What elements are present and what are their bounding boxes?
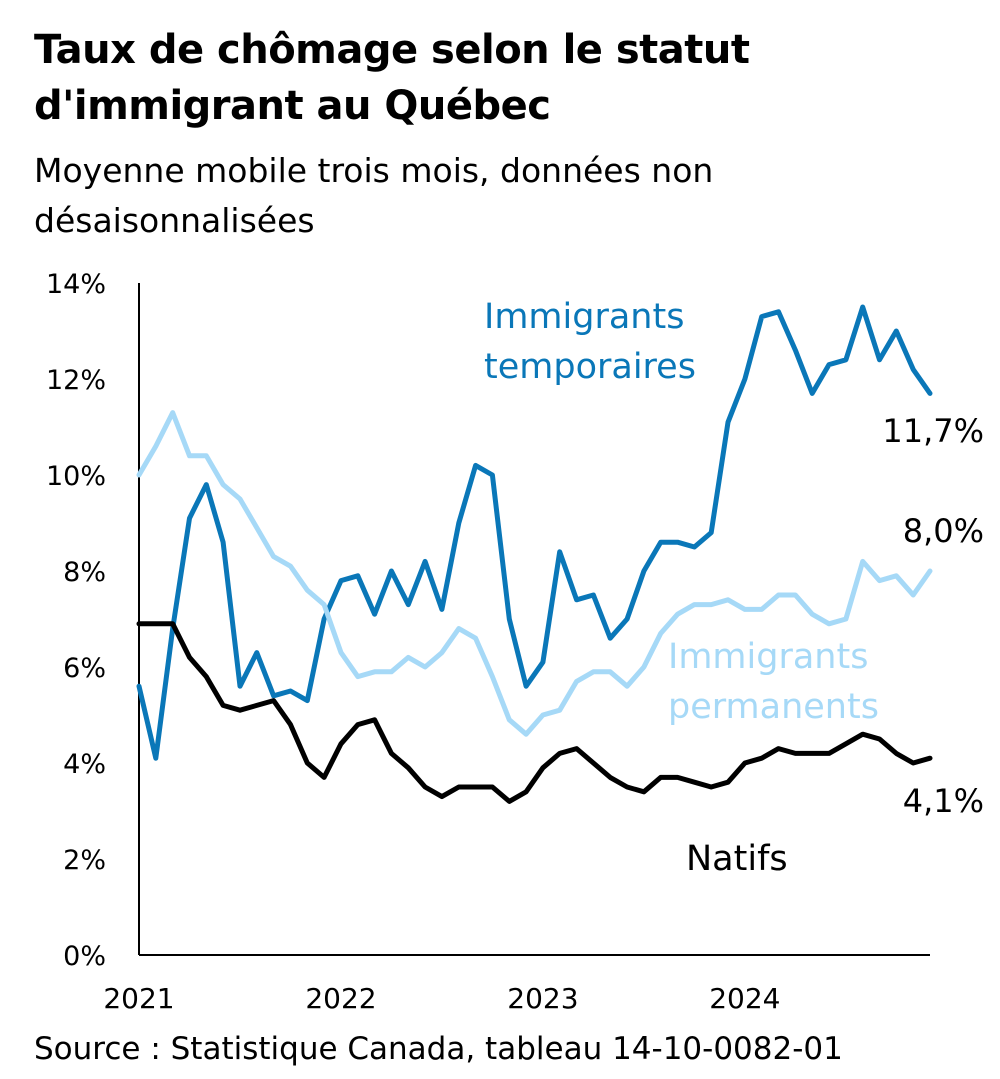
x-tick-label: 2022: [305, 982, 376, 1015]
label-temporaires-2: temporaires: [484, 347, 696, 387]
x-tick-label: 2021: [103, 982, 174, 1015]
label-permanents-2: permanents: [668, 687, 879, 727]
end-label-permanents: 8,0%: [903, 512, 984, 550]
end-label-temporaires: 11,7%: [882, 412, 984, 450]
title-line-2: d'immigrant au Québec: [34, 83, 551, 129]
x-tick-label: 2024: [709, 982, 780, 1015]
y-tick-label: 14%: [46, 269, 106, 300]
y-tick-label: 8%: [63, 557, 106, 588]
label-temporaires-1: Immigrants: [484, 297, 684, 337]
label-permanents-1: Immigrants: [668, 637, 868, 677]
series-line-permanents: [136, 410, 933, 737]
y-tick-label: 12%: [46, 365, 106, 396]
end-label-natifs: 4,1%: [903, 782, 984, 820]
title-line-1: Taux de chômage selon le statut: [34, 27, 750, 73]
series-line-natifs: [136, 621, 933, 804]
series-lines: [136, 304, 933, 804]
y-tick-label: 0%: [63, 941, 106, 972]
x-tick-label: 2023: [507, 982, 578, 1015]
series-line-temporaires: [136, 304, 933, 761]
y-tick-label: 4%: [63, 749, 106, 780]
chart-subtitle: Moyenne mobile trois mois, données non d…: [34, 146, 974, 246]
y-tick-label: 6%: [63, 653, 106, 684]
y-tick-label: 10%: [46, 461, 106, 492]
label-natifs: Natifs: [686, 839, 788, 879]
subtitle-line-1: Moyenne mobile trois mois, données non: [34, 151, 714, 190]
x-axis-ticks: 2021 2022 2023 2024: [103, 982, 780, 1015]
y-tick-label: 2%: [63, 845, 106, 876]
y-axis-ticks: 0% 2% 4% 6% 8% 10% 12% 14%: [46, 269, 106, 972]
chart-title: Taux de chômage selon le statut d'immigr…: [34, 22, 974, 134]
source-note: Source : Statistique Canada, tableau 14-…: [34, 1031, 843, 1067]
subtitle-line-2: désaisonnalisées: [34, 201, 315, 240]
